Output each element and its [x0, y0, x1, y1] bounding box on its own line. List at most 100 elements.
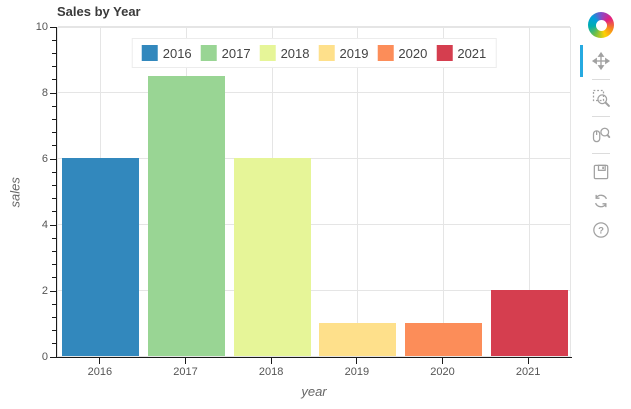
legend-swatch — [141, 45, 158, 61]
y-minor-tick — [52, 264, 56, 266]
x-tick-label: 2021 — [515, 366, 541, 378]
toolbar-separator — [592, 79, 610, 80]
chart-title: Sales by Year — [57, 4, 141, 19]
legend-label: 2021 — [457, 45, 487, 61]
y-tick-label: 6 — [41, 153, 48, 165]
y-gridline — [58, 355, 570, 357]
legend-swatch — [318, 45, 335, 61]
toolbar: ? — [577, 12, 625, 243]
y-major-tick — [50, 290, 56, 292]
plot-area[interactable]: 2016 2017 2018 2019 2020 2021 — [57, 25, 571, 357]
x-gridline — [357, 28, 359, 356]
legend-entry: 2018 — [259, 45, 310, 61]
x-gridline — [443, 28, 444, 356]
y-minor-tick — [52, 237, 56, 239]
legend-label: 2017 — [221, 45, 251, 61]
x-major-tick — [270, 358, 272, 364]
y-tick-label: 4 — [41, 219, 48, 231]
x-tick-label: 2020 — [430, 366, 455, 378]
y-minor-tick — [52, 105, 56, 107]
y-major-tick — [50, 224, 56, 226]
bar-2016 — [62, 158, 140, 356]
y-gridline — [58, 157, 570, 159]
bar-2020 — [404, 323, 483, 356]
y-minor-tick — [52, 250, 56, 252]
y-minor-tick — [52, 171, 56, 173]
y-gridline — [58, 25, 570, 27]
wheel-zoom-tool-button[interactable] — [587, 122, 615, 148]
y-minor-tick — [52, 303, 56, 305]
x-tick-label: 2017 — [173, 366, 198, 378]
reset-icon — [591, 191, 611, 211]
legend-label: 2018 — [280, 45, 310, 61]
x-tick-label: 2016 — [87, 366, 113, 378]
y-minor-tick — [52, 198, 56, 200]
y-gridline — [58, 91, 570, 93]
x-axis-label: year — [301, 384, 327, 399]
pan-tool-button[interactable] — [580, 45, 615, 77]
legend-swatch — [200, 45, 217, 61]
y-minor-tick — [52, 316, 56, 318]
box-zoom-icon — [591, 88, 611, 108]
help-icon: ? — [591, 220, 611, 240]
legend-label: 2016 — [162, 45, 192, 61]
bar-2017 — [147, 75, 226, 356]
y-minor-tick — [52, 330, 56, 332]
legend-entry: 2020 — [377, 45, 427, 61]
y-minor-tick — [52, 118, 56, 120]
y-gridline — [58, 223, 570, 225]
y-minor-tick — [52, 66, 56, 68]
y-minor-tick — [52, 79, 56, 81]
y-minor-tick — [52, 145, 56, 147]
y-tick-label: 2 — [41, 285, 48, 297]
x-major-tick — [442, 358, 443, 364]
x-tick-label: 2018 — [258, 366, 284, 378]
y-tick-label: 0 — [41, 351, 48, 363]
save-icon — [591, 162, 611, 182]
legend-label: 2020 — [398, 45, 428, 61]
x-tick-label: 2019 — [344, 366, 370, 378]
y-axis-line — [56, 27, 57, 358]
x-axis-line — [56, 357, 572, 358]
y-gridline — [58, 289, 570, 291]
toolbar-separator — [592, 153, 610, 154]
x-major-tick — [185, 358, 186, 364]
reset-tool-button[interactable] — [587, 188, 615, 214]
legend-swatch — [377, 45, 394, 61]
save-tool-button[interactable] — [587, 159, 615, 185]
legend-label: 2019 — [339, 45, 369, 61]
x-major-tick — [99, 358, 101, 364]
legend-entry: 2021 — [436, 45, 486, 61]
help-tool-button[interactable]: ? — [587, 217, 615, 243]
bokeh-logo[interactable] — [588, 12, 614, 38]
y-axis-label: sales — [7, 177, 23, 208]
x-major-tick — [356, 358, 358, 364]
toolbar-separator — [592, 116, 610, 117]
y-tick-label: 10 — [35, 21, 48, 33]
x-major-tick — [527, 358, 529, 364]
legend: 2016 2017 2018 2019 2020 2021 — [131, 38, 497, 68]
wheel-zoom-icon — [591, 125, 611, 145]
svg-text:?: ? — [598, 226, 604, 237]
y-minor-tick — [52, 343, 56, 345]
y-minor-tick — [52, 211, 56, 213]
y-minor-tick — [52, 52, 56, 54]
bar-2019 — [319, 323, 397, 356]
bokeh-logo-hole — [595, 19, 607, 31]
y-major-tick — [50, 158, 56, 160]
y-minor-tick — [52, 132, 56, 134]
y-major-tick — [50, 26, 56, 28]
legend-swatch — [259, 45, 276, 61]
y-minor-tick — [52, 277, 56, 279]
legend-entry: 2016 — [141, 45, 192, 61]
y-minor-tick — [52, 39, 56, 41]
x-gridline — [528, 28, 530, 356]
y-major-tick — [50, 92, 56, 94]
box-zoom-tool-button[interactable] — [587, 85, 615, 111]
y-tick-label: 8 — [41, 87, 48, 99]
legend-entry: 2017 — [200, 45, 251, 61]
legend-entry: 2019 — [318, 45, 369, 61]
pan-icon — [591, 51, 611, 71]
y-minor-tick — [52, 184, 56, 186]
